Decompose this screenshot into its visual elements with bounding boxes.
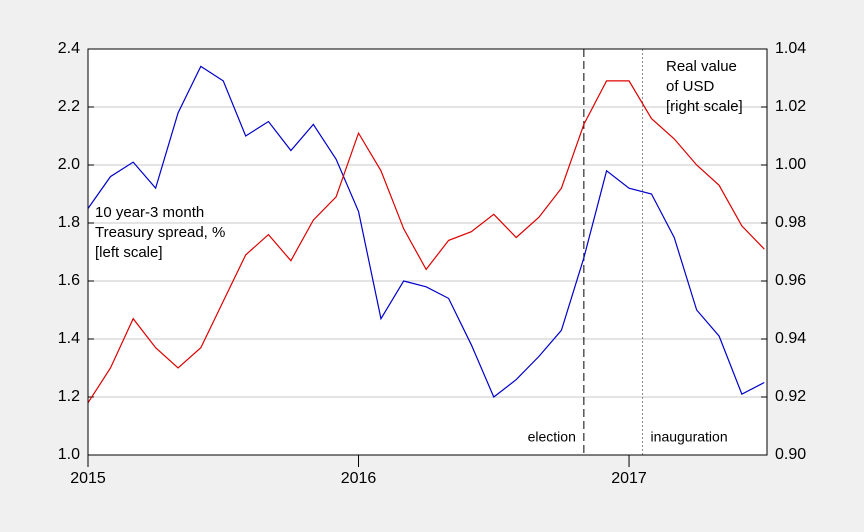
y-tick-label: 1.0 <box>58 446 80 463</box>
plot-border <box>87 48 768 456</box>
series-line <box>87 80 765 404</box>
y2-tick-label: 1.00 <box>775 156 806 173</box>
event-label: inauguration <box>651 429 728 445</box>
event-label: election <box>528 429 576 445</box>
x-tick-label: 2015 <box>70 470 106 487</box>
y-tick-label: 2.4 <box>58 40 80 57</box>
y2-tick-label: 0.94 <box>775 330 806 347</box>
y-tick-label: 2.2 <box>58 98 80 115</box>
y-tick-label: 1.6 <box>58 272 80 289</box>
y-tick-label: 1.8 <box>58 214 80 231</box>
y2-tick-label: 1.02 <box>775 98 806 115</box>
y2-tick-label: 0.90 <box>775 446 806 463</box>
y-tick-label: 1.2 <box>58 388 80 405</box>
y2-tick-label: 1.04 <box>775 40 806 57</box>
series-line <box>87 65 765 398</box>
plot-area <box>88 49 767 455</box>
y2-tick-label: 0.96 <box>775 272 806 289</box>
series-label: 10 year-3 month <box>95 204 204 221</box>
y2-tick-label: 0.92 <box>775 388 806 405</box>
x-tick-label: 2017 <box>611 470 647 487</box>
series-label: of USD <box>666 78 715 95</box>
series-label: Real value <box>666 58 737 75</box>
series-label: [right scale] <box>666 98 743 115</box>
x-tick-label: 2016 <box>341 470 377 487</box>
y-tick-label: 2.0 <box>58 156 80 173</box>
series-label: [left scale] <box>95 244 163 261</box>
y-tick-label: 1.4 <box>58 330 80 347</box>
series-label: Treasury spread, % <box>95 224 225 241</box>
y2-tick-label: 0.98 <box>775 214 806 231</box>
